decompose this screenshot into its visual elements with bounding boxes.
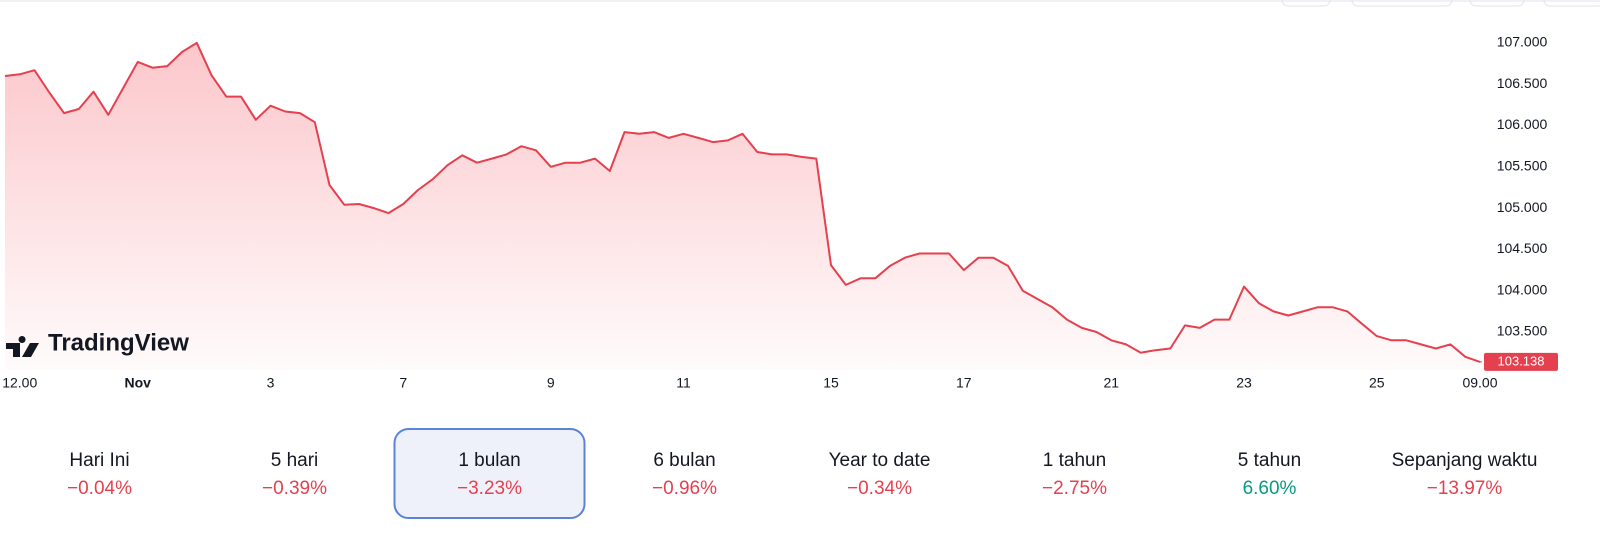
y-tick-label: 104.000	[1497, 281, 1548, 297]
x-tick-label: 7	[399, 375, 407, 391]
x-tick-label: 21	[1103, 375, 1119, 391]
period-label: 1 tahun	[1043, 450, 1106, 471]
last-price-box	[1484, 352, 1558, 371]
plot	[4, 41, 1481, 371]
x-tick-label: 25	[1369, 375, 1385, 391]
logo: TradingView	[6, 329, 189, 357]
period-label: Sepanjang waktu	[1392, 450, 1538, 471]
period-change: −13.97%	[1427, 478, 1503, 499]
x-tick-label: 23	[1236, 375, 1252, 391]
period-button[interactable]	[395, 429, 585, 518]
x-tick-label: 15	[823, 375, 839, 391]
period-label: 6 bulan	[653, 450, 715, 471]
period-label: 5 hari	[271, 450, 319, 471]
period-label: Hari Ini	[69, 450, 129, 471]
period-change: −0.39%	[262, 478, 327, 499]
period-label: Year to date	[829, 450, 931, 471]
toolbar-button[interactable]	[1469, 0, 1525, 7]
period-selected	[393, 428, 586, 519]
period-label: 1 bulan	[458, 450, 520, 471]
period-change: −3.23%	[457, 478, 522, 499]
x-tick-label: 12.00	[2, 375, 37, 391]
x-tick-label: 09.00	[1462, 375, 1497, 391]
toolbar-button[interactable]	[1351, 0, 1453, 7]
last-price-label: 103.138	[1498, 353, 1545, 368]
x-tick-label: 9	[547, 375, 555, 391]
period-button[interactable]	[1370, 429, 1560, 518]
period-button[interactable]	[5, 429, 195, 518]
y-tick-label: 103.500	[1497, 323, 1548, 339]
toolbar-button[interactable]	[1281, 0, 1331, 7]
area	[5, 42, 1480, 371]
period-change: 6.60%	[1243, 478, 1297, 499]
x-tick-label: Nov	[125, 375, 152, 391]
line	[4, 41, 1481, 363]
period-change: −0.04%	[67, 478, 132, 499]
period-button[interactable]	[200, 429, 390, 518]
brand-name: TradingView	[48, 329, 189, 356]
x-tick-label: 11	[676, 375, 691, 391]
period-change: −0.34%	[847, 478, 912, 499]
period-button[interactable]	[980, 429, 1170, 518]
y-tick-label: 107.000	[1497, 34, 1548, 50]
period-button[interactable]	[590, 429, 780, 518]
period-change: −2.75%	[1042, 478, 1107, 499]
y-tick-label: 105.000	[1497, 199, 1548, 215]
period-change: −0.96%	[652, 478, 717, 499]
y-tick-label: 104.500	[1497, 240, 1548, 256]
period-button[interactable]	[1175, 429, 1365, 518]
x-tick-label: 17	[956, 375, 972, 391]
x-tick-label: 3	[267, 375, 275, 391]
y-tick-label: 105.500	[1497, 158, 1548, 174]
y-tick-label: 106.500	[1497, 75, 1548, 91]
period-button[interactable]	[785, 429, 975, 518]
period-label: 5 tahun	[1238, 450, 1301, 471]
toolbar-button[interactable]	[1543, 0, 1600, 7]
y-tick-label: 106.000	[1497, 116, 1548, 132]
